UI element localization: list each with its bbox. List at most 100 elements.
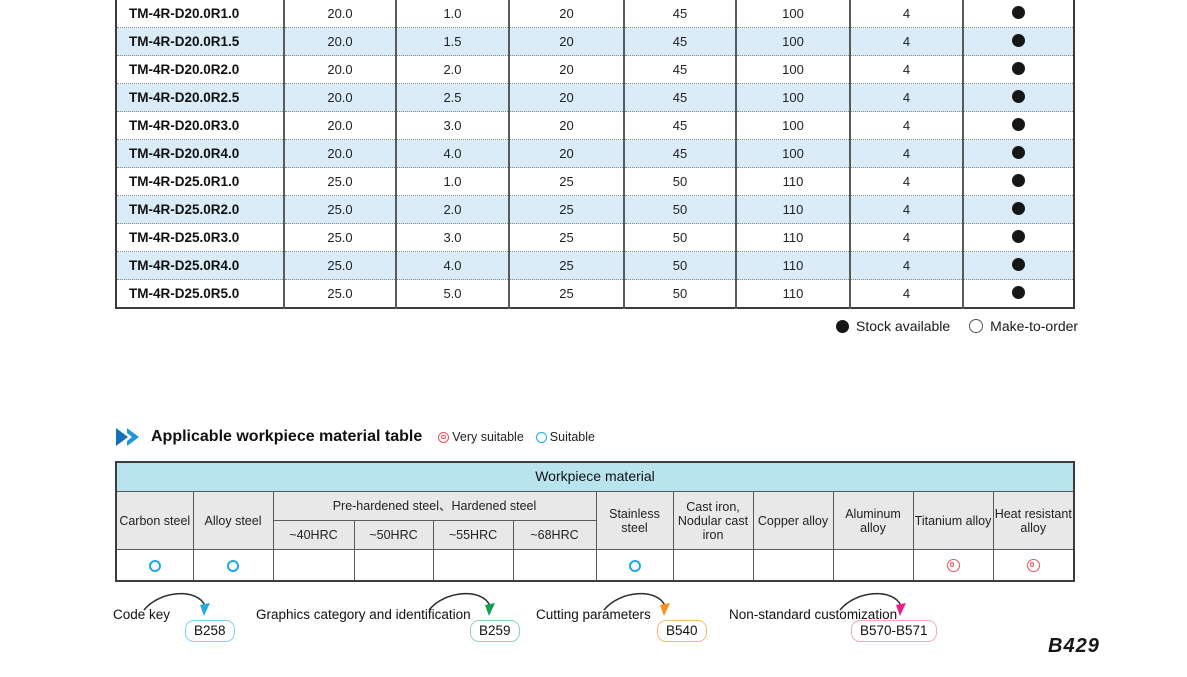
value-cell: 100 bbox=[735, 83, 850, 112]
column-header-50hrc: ~50HRC bbox=[353, 520, 434, 550]
table-row: TM-4R-D25.0R2.0 25.0 2.0 25 50 110 4 bbox=[116, 195, 1074, 224]
value-cell: 45 bbox=[623, 111, 736, 140]
very-suitable-label: Very suitable bbox=[452, 430, 524, 444]
mark-cell bbox=[115, 549, 194, 582]
mark-cell bbox=[432, 549, 514, 582]
suitable-label: Suitable bbox=[549, 430, 595, 444]
table-row: TM-4R-D25.0R4.0 25.0 4.0 25 50 110 4 bbox=[116, 251, 1074, 280]
stock-cell bbox=[962, 167, 1074, 196]
value-cell: 20 bbox=[508, 139, 624, 168]
mark-cell bbox=[992, 549, 1075, 582]
value-cell: 110 bbox=[735, 251, 850, 280]
column-header-copper-alloy: Copper alloy bbox=[752, 491, 834, 550]
model-cell: TM-4R-D20.0R1.5 bbox=[116, 27, 284, 56]
column-header-stainless-steel: Stainless steel bbox=[595, 491, 674, 550]
stock-cell bbox=[962, 139, 1074, 168]
suitability-legend: Very suitable Suitable bbox=[438, 430, 595, 444]
model-cell: TM-4R-D25.0R5.0 bbox=[116, 279, 284, 308]
value-cell: 20 bbox=[508, 0, 624, 28]
value-cell: 25 bbox=[508, 195, 624, 224]
value-cell: 2.0 bbox=[395, 195, 509, 224]
suitable-icon bbox=[148, 559, 161, 572]
workpiece-material-banner: Workpiece material bbox=[115, 461, 1075, 492]
material-section-header: Applicable workpiece material table Very… bbox=[115, 427, 595, 447]
value-cell: 4.0 bbox=[395, 139, 509, 168]
suitable-legend-item: Suitable bbox=[535, 430, 595, 444]
footer-badge: B540 bbox=[657, 620, 707, 642]
value-cell: 100 bbox=[735, 111, 850, 140]
value-cell: 20 bbox=[508, 83, 624, 112]
value-cell: 25.0 bbox=[283, 251, 396, 280]
very-suitable-icon bbox=[946, 559, 960, 573]
stock-available-icon bbox=[1012, 33, 1025, 47]
double-chevron-icon bbox=[116, 428, 139, 446]
footer-link-label: Cutting parameters bbox=[536, 607, 651, 622]
suitable-icon bbox=[535, 431, 547, 443]
make-to-order-label: Make-to-order bbox=[990, 318, 1079, 334]
value-cell: 20 bbox=[508, 27, 624, 56]
value-cell: 1.5 bbox=[395, 27, 509, 56]
stock-available-icon bbox=[1012, 229, 1025, 243]
material-table: Workpiece material Carbon steel Alloy st… bbox=[115, 461, 1075, 582]
table-row: TM-4R-D20.0R4.0 20.0 4.0 20 45 100 4 bbox=[116, 139, 1074, 168]
value-cell: 20 bbox=[508, 55, 624, 84]
value-cell: 45 bbox=[623, 0, 736, 28]
arrow-curve-icon bbox=[603, 593, 670, 616]
model-cell: TM-4R-D20.0R1.0 bbox=[129, 6, 240, 21]
column-header-68hrc: ~68HRC bbox=[512, 520, 597, 550]
column-header-alloy-steel: Alloy steel bbox=[192, 491, 274, 550]
value-cell: 4 bbox=[849, 27, 963, 56]
value-cell: 25.0 bbox=[283, 279, 396, 308]
value-cell: 100 bbox=[735, 27, 850, 56]
value-cell: 4 bbox=[849, 139, 963, 168]
value-cell: 25 bbox=[508, 223, 624, 252]
value-cell: 25 bbox=[508, 279, 624, 308]
value-cell: 20.0 bbox=[283, 83, 396, 112]
table-row: TM-4R-D20.0R3.0 20.0 3.0 20 45 100 4 bbox=[116, 111, 1074, 140]
table-row: TM-4R-D25.0R1.0 25.0 1.0 25 50 110 4 bbox=[116, 167, 1074, 196]
column-header-prehardened-group: Pre-hardened steel、Hardened steel bbox=[272, 491, 597, 521]
value-cell: 4 bbox=[849, 223, 963, 252]
value-cell: 50 bbox=[623, 279, 736, 308]
stock-cell bbox=[962, 27, 1074, 56]
value-cell: 100 bbox=[735, 0, 850, 28]
value-cell: 50 bbox=[623, 167, 736, 196]
arrow-curve-icon bbox=[143, 593, 210, 616]
value-cell: 20.0 bbox=[283, 139, 396, 168]
value-cell: 4 bbox=[849, 251, 963, 280]
stock-cell bbox=[962, 83, 1074, 112]
value-cell: 45 bbox=[623, 27, 736, 56]
stock-available-icon bbox=[1012, 145, 1025, 159]
mark-cell bbox=[272, 549, 355, 582]
table-row: TM-4R-D20.0R1.0 20.0 1.0 20 45 100 4 bbox=[116, 0, 1074, 28]
model-cell: TM-4R-D25.0R2.0 bbox=[116, 195, 284, 224]
table-row: TM-4R-D20.0R2.5 20.0 2.5 20 45 100 4 bbox=[116, 83, 1074, 112]
stock-cell bbox=[962, 195, 1074, 224]
arrow-curve-icon bbox=[839, 593, 906, 616]
value-cell: 2.5 bbox=[395, 83, 509, 112]
mark-cell bbox=[832, 549, 914, 582]
value-cell: 4.0 bbox=[395, 251, 509, 280]
mark-cell bbox=[192, 549, 274, 582]
value-cell: 4 bbox=[849, 195, 963, 224]
table-row: TM-4R-D25.0R5.0 25.0 5.0 25 50 110 4 bbox=[116, 279, 1074, 308]
page-number: B429 bbox=[1048, 635, 1100, 657]
value-cell: 100 bbox=[735, 139, 850, 168]
footer-link-label: Code key bbox=[113, 607, 171, 622]
section-title: Applicable workpiece material table bbox=[151, 428, 423, 445]
stock-available-icon bbox=[1012, 285, 1025, 299]
value-cell: 4 bbox=[849, 55, 963, 84]
value-cell: 100 bbox=[735, 55, 850, 84]
model-cell: TM-4R-D20.0R2.5 bbox=[116, 83, 284, 112]
stock-cell bbox=[962, 0, 1074, 28]
very-suitable-legend-item: Very suitable bbox=[438, 430, 524, 444]
value-cell: 25.0 bbox=[283, 167, 396, 196]
value-cell: 50 bbox=[623, 195, 736, 224]
value-cell: 1.0 bbox=[395, 0, 509, 28]
stock-available-icon bbox=[1012, 117, 1025, 131]
mark-cell bbox=[353, 549, 434, 582]
value-cell: 3.0 bbox=[395, 111, 509, 140]
model-cell: TM-4R-D25.0R4.0 bbox=[116, 251, 284, 280]
value-cell: 4 bbox=[849, 0, 963, 28]
